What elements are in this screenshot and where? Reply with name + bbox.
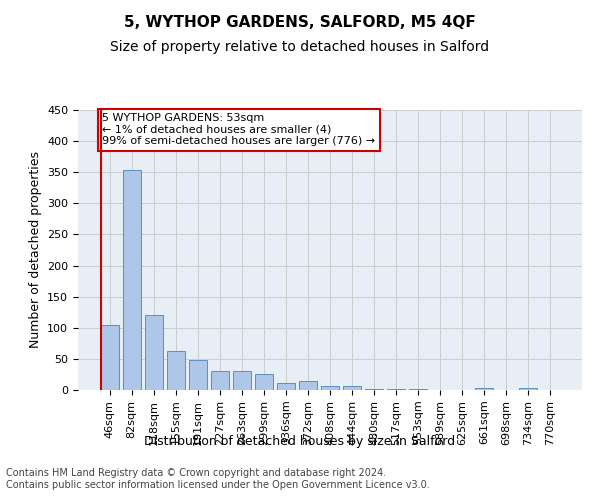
Bar — [321, 386, 339, 390]
Bar — [211, 370, 229, 390]
Bar — [475, 388, 493, 390]
Bar — [277, 383, 295, 390]
Bar — [343, 386, 361, 390]
Bar — [255, 374, 273, 390]
Bar — [520, 388, 537, 390]
Bar — [189, 360, 206, 390]
Text: Contains HM Land Registry data © Crown copyright and database right 2024.
Contai: Contains HM Land Registry data © Crown c… — [6, 468, 430, 490]
Text: Distribution of detached houses by size in Salford: Distribution of detached houses by size … — [145, 435, 455, 448]
Text: 5, WYTHOP GARDENS, SALFORD, M5 4QF: 5, WYTHOP GARDENS, SALFORD, M5 4QF — [124, 15, 476, 30]
Bar — [299, 382, 317, 390]
Text: Size of property relative to detached houses in Salford: Size of property relative to detached ho… — [110, 40, 490, 54]
Y-axis label: Number of detached properties: Number of detached properties — [29, 152, 41, 348]
Bar — [101, 324, 119, 390]
Text: 5 WYTHOP GARDENS: 53sqm
← 1% of detached houses are smaller (4)
99% of semi-deta: 5 WYTHOP GARDENS: 53sqm ← 1% of detached… — [102, 113, 375, 146]
Bar — [233, 372, 251, 390]
Bar — [167, 352, 185, 390]
Bar — [145, 316, 163, 390]
Bar — [123, 170, 140, 390]
